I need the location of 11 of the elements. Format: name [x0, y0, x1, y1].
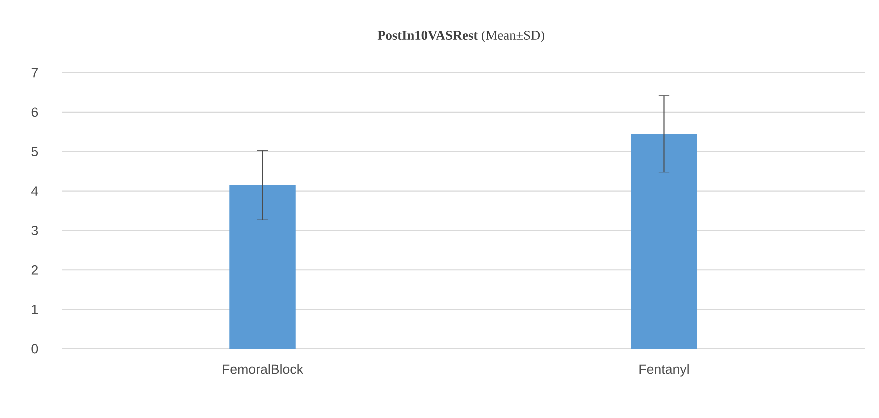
- y-tick-label: 0: [32, 344, 38, 354]
- x-tick-label: Fentanyl: [640, 364, 689, 377]
- y-tick-label: 5: [32, 147, 38, 157]
- y-tick-label: 2: [32, 265, 38, 275]
- y-tick-label: 6: [32, 108, 38, 118]
- x-tick-label: FemoralBlock: [223, 364, 304, 374]
- y-tick-label: 7: [32, 68, 38, 78]
- y-tick-label: 3: [32, 226, 38, 236]
- y-tick-label: 1: [32, 304, 38, 314]
- chart-title: PostIn10VASRest (Mean±SD): [378, 30, 544, 43]
- y-tick-label: 4: [32, 186, 38, 196]
